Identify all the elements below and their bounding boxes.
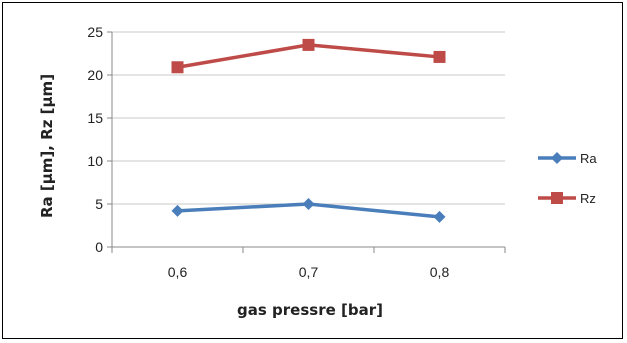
y-tick-label: 15 [87, 110, 103, 126]
legend-label: Rz [580, 191, 596, 206]
y-tick-label: 0 [95, 239, 103, 255]
gridlines [112, 31, 505, 205]
legend-marker [551, 192, 563, 204]
legend-item-ra: Ra [538, 151, 597, 166]
y-axis-title: Ra [µm], Rz [µm] [38, 74, 56, 218]
y-tick-label: 20 [87, 67, 103, 83]
legend-item-rz: Rz [538, 191, 596, 206]
x-tick-label: 0,7 [299, 264, 319, 280]
data-point-ra [171, 204, 184, 217]
data-point-ra [433, 210, 446, 223]
data-point-rz [302, 38, 315, 51]
legend-label: Ra [580, 151, 597, 166]
y-tick-label: 10 [87, 153, 103, 169]
y-tick-labels: 0 5 10 15 20 25 [87, 24, 103, 255]
x-tick-label: 0,8 [430, 264, 450, 280]
series-layer [171, 38, 446, 223]
data-point-rz [171, 61, 184, 74]
x-tick-label: 0,6 [168, 264, 188, 280]
series-ra [171, 198, 446, 223]
legend: Ra Rz [538, 151, 597, 206]
x-tick-labels: 0,6 0,7 0,8 [168, 264, 450, 280]
y-tick-label: 25 [87, 24, 103, 40]
legend-marker [551, 152, 563, 164]
data-point-rz [433, 50, 446, 63]
data-point-ra [302, 198, 315, 210]
series-rz [171, 38, 446, 74]
chart-frame [2, 2, 623, 339]
axes [107, 31, 506, 253]
x-axis-title: gas pressre [bar] [237, 301, 383, 319]
y-tick-label: 5 [95, 196, 103, 212]
